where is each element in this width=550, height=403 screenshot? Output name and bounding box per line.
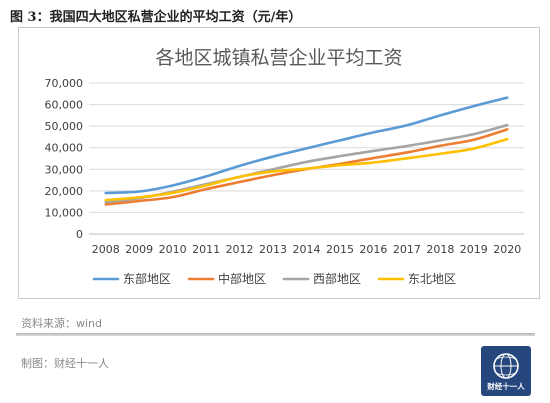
credit-note: 制图：财经十一人 — [21, 357, 109, 370]
legend-label: 东北地区 — [408, 272, 456, 286]
legend-label: 东部地区 — [123, 271, 171, 286]
x-tick-label: 2016 — [359, 243, 387, 256]
series-lines — [104, 96, 509, 206]
series-line — [104, 137, 509, 202]
x-tick-label: 2012 — [226, 243, 254, 256]
globe-icon — [493, 353, 519, 379]
x-tick-label: 2013 — [259, 243, 287, 256]
brand-logo: 财经十一人 — [481, 346, 531, 396]
legend: 东部地区 中部地区 西部地区 东北地区 — [92, 271, 456, 286]
y-tick-label: 40,000 — [45, 142, 84, 155]
x-tick-label: 2008 — [92, 243, 120, 256]
divider — [16, 333, 535, 336]
y-tick-label: 70,000 — [45, 77, 84, 90]
logo-text: 财经十一人 — [487, 382, 525, 391]
x-tick-label: 2010 — [159, 243, 187, 256]
x-tick-label: 2009 — [125, 243, 153, 256]
figure-title: 图 3：我国四大地区私营企业的平均工资（元/年） — [10, 10, 302, 25]
x-tick-label: 2017 — [393, 243, 421, 256]
y-tick-label: 30,000 — [45, 163, 84, 176]
source-note: 资料来源：wind — [21, 317, 103, 330]
y-tick-label: 20,000 — [45, 185, 84, 198]
x-tick-label: 2011 — [192, 243, 220, 256]
chart-panel: 各地区城镇私营企业平均工资 0 10,000 20,000 30,000 40,000 5… — [18, 27, 540, 299]
legend-label: 中部地区 — [218, 271, 266, 286]
x-tick-label: 2019 — [460, 243, 488, 256]
axis: 0 10,000 20,000 30,000 40,000 50,000 60,000 70,… — [45, 77, 524, 256]
y-tick-label: 0 — [76, 228, 83, 241]
legend-label: 西部地区 — [313, 271, 361, 286]
series-line — [104, 96, 509, 195]
y-tick-label: 60,000 — [45, 99, 84, 112]
x-tick-label: 2018 — [426, 243, 454, 256]
x-tick-label: 2014 — [293, 243, 321, 256]
y-tick-label: 50,000 — [45, 120, 84, 133]
line-chart: 各地区城镇私营企业平均工资 0 10,000 20,000 30,000 40,000 5… — [45, 47, 524, 286]
x-tick-label: 2020 — [493, 243, 521, 256]
y-tick-label: 10,000 — [45, 206, 84, 219]
chart-title: 各地区城镇私营企业平均工资 — [155, 47, 402, 69]
x-tick-label: 2015 — [326, 243, 354, 256]
